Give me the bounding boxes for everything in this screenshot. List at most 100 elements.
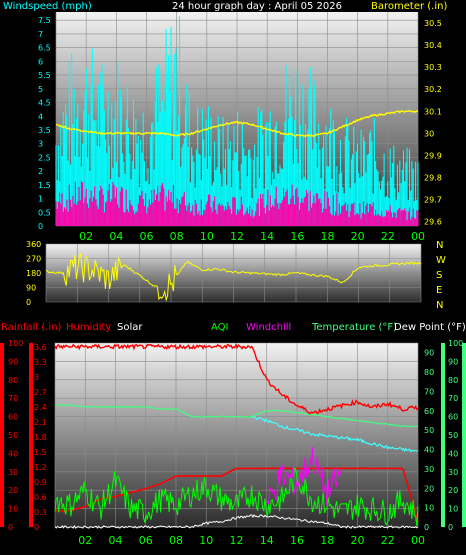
y-tick-humidity: 50 xyxy=(8,431,18,440)
temperature-series xyxy=(54,404,418,428)
y-tick-aqi: 20 xyxy=(448,486,458,495)
y-tick-barometer: 30.5 xyxy=(424,19,442,28)
legend-rainfall: Rainfall (.in) xyxy=(1,322,62,333)
y-tick-rainfall: 2.1 xyxy=(34,418,47,427)
legend-dewpoint: Dew Point (°F) xyxy=(394,322,466,333)
y-tick-windspeed: 0 xyxy=(38,222,43,231)
x-tick-hour: 06 xyxy=(140,230,154,243)
y-tick-windspeed: 0.5 xyxy=(38,208,51,217)
y-tick-humidity: 70 xyxy=(8,394,18,403)
compass-label: E xyxy=(436,285,442,296)
x-tick-hour: 04 xyxy=(109,534,123,547)
y-tick-windspeed: 6 xyxy=(38,57,43,66)
y-tick-aqi: 40 xyxy=(448,449,458,458)
rain-axis-bar xyxy=(0,343,4,527)
x-tick-hour: 20 xyxy=(351,230,365,243)
y-tick-temperature: 0 xyxy=(424,523,429,532)
y-tick-rainfall: 0.3 xyxy=(34,508,47,517)
y-tick-aqi: 80 xyxy=(448,376,458,385)
legend-temperature: Temperature (°F) xyxy=(311,322,397,333)
y-tick-windspeed: 2.5 xyxy=(38,153,51,162)
y-tick-humidity: 90 xyxy=(8,357,18,366)
x-tick-hour: 10 xyxy=(200,230,214,243)
compass-label: S xyxy=(436,270,442,281)
y-tick-windspeed: 2 xyxy=(38,167,43,176)
y-tick-temperature: 80 xyxy=(424,368,434,377)
legend-aqi: AQI xyxy=(211,322,229,333)
x-tick-hour: 02 xyxy=(79,230,93,243)
windchill-series xyxy=(267,446,342,507)
y-tick-windspeed: 5.5 xyxy=(38,71,51,80)
x-tick-hour: 14 xyxy=(260,534,274,547)
compass-label: N xyxy=(436,300,443,311)
y-tick-barometer: 30.2 xyxy=(424,85,442,94)
y-tick-temperature: 20 xyxy=(424,484,434,493)
y-tick-rainfall: 0 xyxy=(34,523,39,532)
y-tick-temperature: 30 xyxy=(424,465,434,474)
x-tick-hour: 02 xyxy=(78,534,92,547)
y-tick-temperature: 10 xyxy=(424,504,434,513)
compass-label: N xyxy=(436,240,443,251)
solar-series xyxy=(54,514,419,529)
y-tick-barometer: 29.9 xyxy=(424,151,442,160)
aqi-axis-bar xyxy=(462,343,466,527)
wind-direction-series xyxy=(45,252,422,302)
y-tick-rainfall: 2.7 xyxy=(34,388,47,397)
x-tick-hour: 16 xyxy=(290,230,304,243)
y-tick-barometer: 30.1 xyxy=(424,107,442,116)
barometer-series xyxy=(55,109,419,138)
y-tick-windspeed: 3.5 xyxy=(38,126,51,135)
x-tick-hour: 00 xyxy=(411,534,425,547)
y-tick-windspeed: 7 xyxy=(38,30,43,39)
y-tick-humidity: 0 xyxy=(8,523,13,532)
y-tick-humidity: 20 xyxy=(8,486,18,495)
y-tick-humidity: 100 xyxy=(8,339,23,348)
y-tick-windspeed: 4 xyxy=(38,112,43,121)
y-tick-rainfall: 0.6 xyxy=(34,493,47,502)
y-tick-aqi: 10 xyxy=(448,505,458,514)
y-tick-direction: 0 xyxy=(26,298,31,307)
y-tick-aqi: 90 xyxy=(448,357,458,366)
x-tick-hour: 06 xyxy=(139,534,153,547)
y-tick-barometer: 29.8 xyxy=(424,173,442,182)
x-tick-hour: 10 xyxy=(199,534,213,547)
x-tick-hour: 20 xyxy=(351,534,365,547)
y-tick-direction: 180 xyxy=(26,269,41,278)
y-tick-rainfall: 3.3 xyxy=(34,358,47,367)
y-tick-windspeed: 6.5 xyxy=(38,44,51,53)
y-tick-rainfall: 3.6 xyxy=(34,343,47,352)
y-tick-aqi: 30 xyxy=(448,468,458,477)
y-tick-barometer: 30.3 xyxy=(424,63,442,72)
x-tick-hour: 16 xyxy=(290,534,304,547)
y-tick-aqi: 60 xyxy=(448,413,458,422)
y-tick-humidity: 30 xyxy=(8,468,18,477)
y-tick-humidity: 40 xyxy=(8,449,18,458)
x-tick-hour: 08 xyxy=(170,230,184,243)
y-tick-rainfall: 1.5 xyxy=(34,448,47,457)
y-tick-direction: 270 xyxy=(26,255,41,264)
y-tick-rainfall: 1.8 xyxy=(34,433,47,442)
rainfall-series xyxy=(54,467,419,523)
x-tick-hour: 12 xyxy=(230,534,244,547)
windspeed-series xyxy=(55,181,419,226)
y-tick-temperature: 60 xyxy=(424,407,434,416)
y-tick-barometer: 29.6 xyxy=(424,218,442,227)
x-tick-hour: 14 xyxy=(260,230,274,243)
y-tick-humidity: 10 xyxy=(8,505,18,514)
compass-label: W xyxy=(436,255,446,266)
y-tick-windspeed: 3 xyxy=(38,140,43,149)
windspeed-axis-label: Windspeed (mph) xyxy=(3,1,92,12)
x-tick-hour: 00 xyxy=(411,230,425,243)
x-tick-hour: 18 xyxy=(320,534,334,547)
y-tick-windspeed: 1.5 xyxy=(38,181,51,190)
y-tick-rainfall: 2.4 xyxy=(34,403,47,412)
y-tick-barometer: 30.4 xyxy=(424,41,442,50)
y-tick-aqi: 100 xyxy=(448,339,463,348)
y-tick-temperature: 40 xyxy=(424,446,434,455)
y-tick-humidity: 80 xyxy=(8,376,18,385)
aqi-series xyxy=(54,467,419,527)
y-tick-windspeed: 7.5 xyxy=(38,16,51,25)
temp-axis-bar xyxy=(441,343,445,527)
y-tick-windspeed: 4.5 xyxy=(38,99,51,108)
